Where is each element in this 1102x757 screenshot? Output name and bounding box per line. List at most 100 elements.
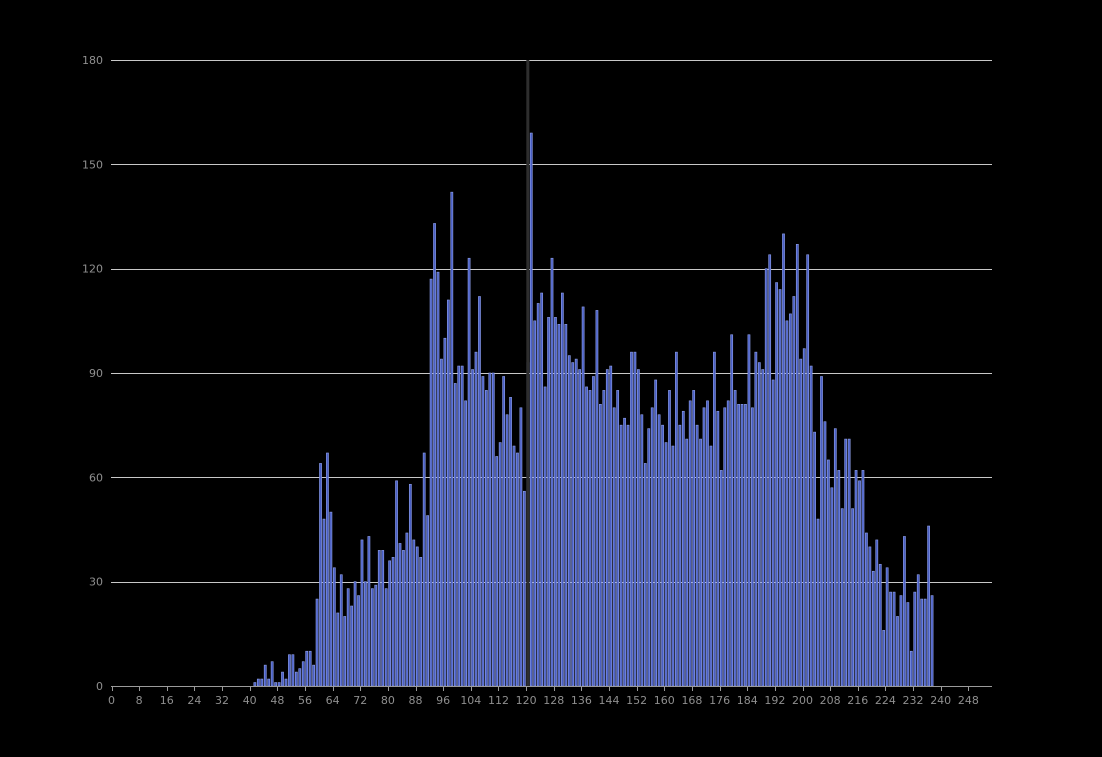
- bar: [757, 362, 761, 687]
- bar: [467, 257, 471, 687]
- bar: [865, 532, 868, 687]
- bar: [554, 317, 557, 687]
- x-tick-label: 240: [930, 694, 951, 707]
- bar: [305, 650, 309, 687]
- x-tick-label: 112: [488, 694, 509, 707]
- bar: [789, 313, 792, 687]
- x-tick-label: 200: [792, 694, 813, 707]
- bar: [350, 605, 353, 687]
- bar: [868, 546, 872, 687]
- bar: [270, 661, 274, 687]
- bar: [561, 292, 564, 687]
- bar: [253, 682, 257, 687]
- bar: [699, 438, 702, 687]
- bar: [685, 438, 689, 687]
- bar: [647, 428, 651, 687]
- bar: [871, 570, 875, 687]
- bar: [643, 463, 647, 687]
- x-tick-label: 8: [136, 694, 143, 707]
- bar: [889, 591, 892, 687]
- bar: [726, 400, 730, 687]
- bar: [412, 539, 416, 687]
- x-tick-label: 152: [626, 694, 647, 707]
- bar: [751, 407, 754, 687]
- bar: [274, 682, 277, 687]
- bar: [833, 428, 837, 687]
- bar: [291, 654, 295, 687]
- bar: [298, 668, 302, 687]
- bar: [768, 254, 772, 687]
- x-tick-label: 144: [599, 694, 620, 707]
- bar: [719, 470, 723, 687]
- x-axis-tick-labels: 0 8 16 24 32 40 48 56 64 72 80 88 96 104 112 120 128 136 1…: [108, 694, 979, 707]
- bar: [450, 191, 454, 687]
- x-tick-label: 136: [571, 694, 592, 707]
- bar: [519, 407, 523, 687]
- x-tick-label: 0: [108, 694, 115, 707]
- bar: [847, 438, 851, 687]
- bar: [885, 567, 889, 687]
- bar: [443, 337, 447, 687]
- bar: [540, 292, 544, 687]
- bar: [391, 557, 395, 687]
- bar: [453, 383, 457, 687]
- bar: [692, 390, 696, 687]
- bar: [854, 470, 858, 687]
- bar: [585, 386, 588, 687]
- bar: [353, 581, 357, 687]
- x-tick-label: 56: [298, 694, 312, 707]
- bar: [315, 598, 319, 687]
- bar: [785, 320, 789, 687]
- bar: [851, 508, 854, 687]
- x-tick-label: 160: [654, 694, 675, 707]
- bar: [654, 379, 658, 687]
- bar: [277, 682, 281, 687]
- bar: [633, 351, 637, 687]
- bar: [920, 598, 924, 687]
- bar: [571, 362, 575, 687]
- bar: [319, 463, 322, 687]
- y-tick-label: 30: [89, 576, 103, 589]
- bar: [398, 543, 402, 687]
- bar: [326, 452, 329, 687]
- bar: [294, 671, 298, 687]
- bar: [402, 550, 405, 687]
- bar: [609, 365, 613, 687]
- bar: [533, 320, 537, 687]
- bar: [460, 365, 464, 687]
- bar: [512, 445, 516, 687]
- x-tick-label: 184: [737, 694, 758, 707]
- bar: [909, 650, 913, 687]
- x-tick-label: 208: [820, 694, 841, 707]
- bar: [529, 132, 533, 687]
- x-tick-label: 216: [847, 694, 868, 707]
- bar: [474, 351, 478, 687]
- y-tick-label: 120: [82, 263, 103, 276]
- bar: [806, 254, 810, 687]
- bar: [916, 574, 920, 687]
- bar: [367, 536, 371, 687]
- bar: [405, 532, 409, 687]
- bar: [370, 588, 374, 687]
- x-tick-label: 168: [681, 694, 702, 707]
- y-tick-label: 60: [89, 471, 103, 484]
- bar: [329, 511, 333, 687]
- bar: [861, 470, 865, 687]
- bar: [899, 595, 903, 687]
- bar: [281, 671, 284, 687]
- bar: [256, 678, 260, 687]
- bar: [923, 598, 927, 687]
- bar: [858, 480, 861, 687]
- bar: [388, 560, 391, 687]
- bar: [809, 365, 813, 687]
- bar: [827, 459, 830, 687]
- bar: [509, 397, 512, 687]
- bar: [595, 310, 599, 687]
- bar: [374, 584, 378, 687]
- bar: [433, 223, 436, 687]
- bar: [650, 407, 654, 687]
- x-tick-label: 48: [270, 694, 284, 707]
- bar: [488, 372, 492, 687]
- bar: [695, 424, 699, 687]
- bar: [308, 650, 312, 687]
